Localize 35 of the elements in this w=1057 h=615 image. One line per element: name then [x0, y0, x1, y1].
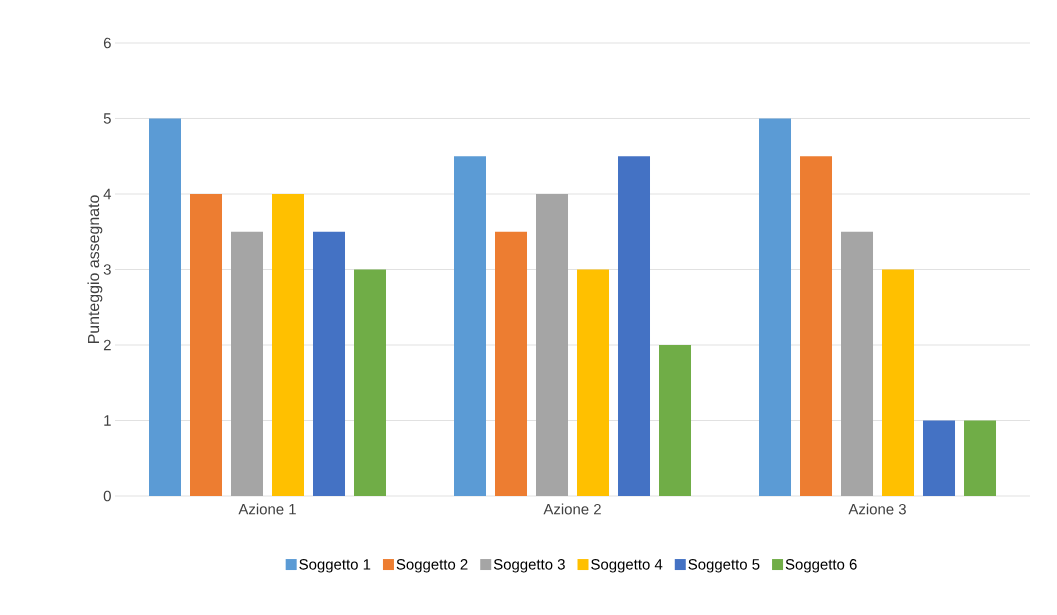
bar [231, 231, 263, 496]
bar [190, 194, 222, 496]
bar [923, 420, 956, 496]
bar [577, 269, 610, 496]
y-tick-label: 6 [103, 37, 111, 49]
bar [149, 118, 181, 496]
legend-label: Soggetto 4 [591, 559, 663, 573]
legend-label: Soggetto 6 [785, 559, 857, 573]
bar [272, 194, 304, 496]
y-tick-label: 2 [103, 339, 111, 351]
legend-label: Soggetto 3 [493, 559, 565, 573]
y-tick-label: 0 [103, 490, 111, 502]
bar [313, 231, 345, 496]
x-tick-label: Azione 3 [848, 503, 906, 515]
bar [759, 118, 792, 496]
bar [495, 231, 527, 496]
x-tick-label: Azione 1 [238, 503, 296, 515]
y-axis-title: Punteggio assegnato [87, 195, 103, 344]
bar [454, 156, 486, 496]
legend-label: Soggetto 2 [396, 559, 468, 573]
bar [882, 269, 915, 496]
legend-label: Soggetto 5 [688, 559, 760, 573]
bar [800, 156, 833, 496]
y-tick-label: 5 [103, 113, 111, 124]
y-tick-label: 4 [103, 188, 112, 200]
bar [536, 194, 569, 496]
y-tick-label: 3 [103, 264, 111, 275]
bar [618, 156, 651, 496]
x-tick-label: Azione 2 [543, 503, 601, 515]
bar [354, 269, 386, 496]
legend-label: Soggetto 1 [299, 559, 371, 573]
bar [659, 345, 692, 496]
bar [841, 231, 874, 496]
bar [964, 420, 997, 496]
y-tick-label: 1 [104, 415, 111, 426]
